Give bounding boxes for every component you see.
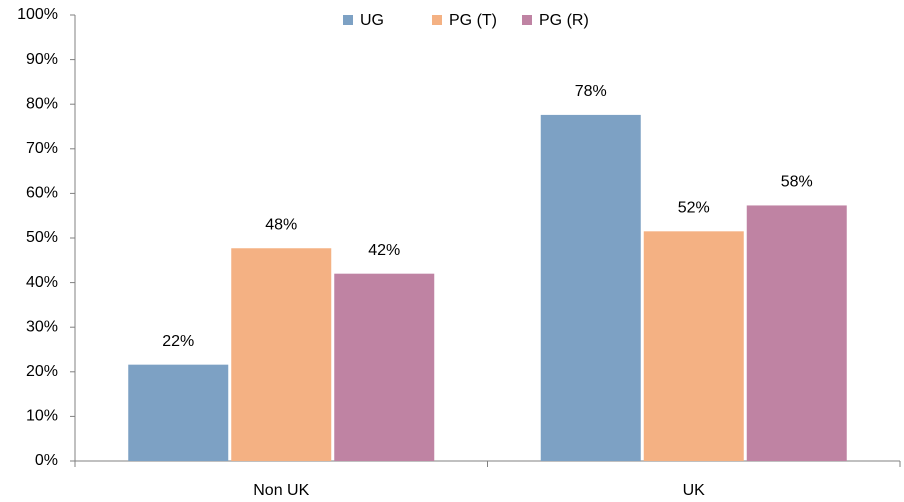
bar xyxy=(540,114,641,462)
bar xyxy=(746,205,847,461)
legend-label: PG (R) xyxy=(539,12,589,29)
y-tick-label: 100% xyxy=(17,6,58,23)
data-label: 78% xyxy=(575,83,607,100)
bar xyxy=(128,364,229,461)
y-tick-label: 50% xyxy=(26,229,58,246)
bar xyxy=(643,231,744,461)
y-tick-label: 20% xyxy=(26,363,58,380)
y-tick-label: 70% xyxy=(26,140,58,157)
y-tick-label: 60% xyxy=(26,185,58,202)
y-tick-label: 80% xyxy=(26,95,58,112)
legend-label: PG (T) xyxy=(449,12,497,29)
x-tick-label: UK xyxy=(683,482,706,499)
data-label: 48% xyxy=(265,216,297,233)
bar xyxy=(231,248,332,461)
y-tick-label: 40% xyxy=(26,274,58,291)
legend-swatch xyxy=(432,15,442,25)
y-tick-label: 10% xyxy=(26,408,58,425)
data-label: 58% xyxy=(781,174,813,191)
data-label: 42% xyxy=(368,242,400,259)
legend-swatch xyxy=(343,15,353,25)
x-tick-label: Non UK xyxy=(253,482,309,499)
data-label: 22% xyxy=(162,333,194,350)
legend-swatch xyxy=(522,15,532,25)
data-label: 52% xyxy=(678,200,710,217)
legend-label: UG xyxy=(360,12,384,29)
y-tick-label: 0% xyxy=(35,452,58,469)
bar xyxy=(334,273,435,461)
y-tick-label: 90% xyxy=(26,51,58,68)
y-tick-label: 30% xyxy=(26,318,58,335)
